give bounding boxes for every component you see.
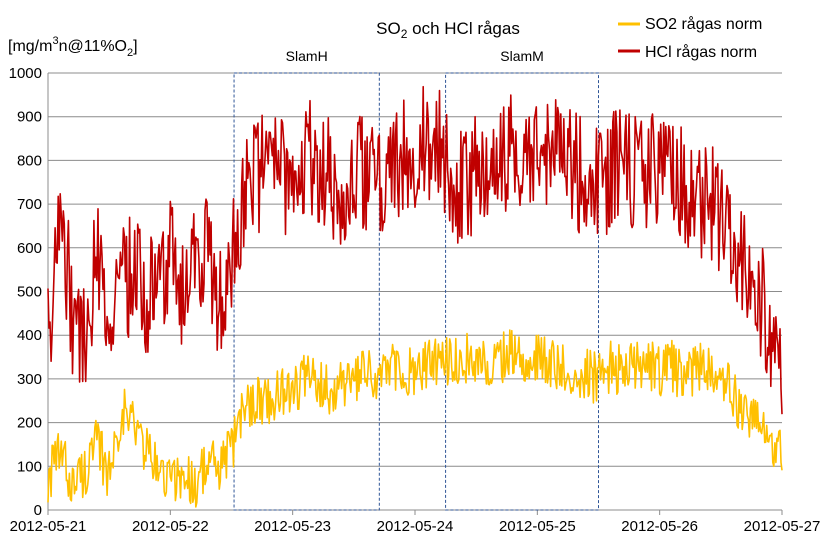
series-lines <box>47 85 783 508</box>
x-tick-label: 2012-05-25 <box>499 518 576 535</box>
y-tick-label: 1000 <box>9 65 42 82</box>
legend: SO2 rågas norm HCl rågas norm <box>618 15 762 61</box>
y-tick-label: 200 <box>17 415 42 432</box>
annotation-box <box>233 72 380 511</box>
annotation-label: SlamH <box>286 48 328 64</box>
legend-label-so2: SO2 rågas norm <box>645 15 762 33</box>
annotation-box <box>445 72 600 511</box>
y-tick-label: 800 <box>17 152 42 169</box>
x-tick-label: 2012-05-26 <box>621 518 698 535</box>
y-tick-label: 500 <box>17 284 42 301</box>
x-tick-label: 2012-05-27 <box>744 518 821 535</box>
y-tick-label: 700 <box>17 196 42 213</box>
x-tick-label: 2012-05-22 <box>132 518 209 535</box>
annotations: SlamH SlamM <box>233 48 600 511</box>
y-tick-label: 0 <box>34 502 42 519</box>
legend-label-hcl: HCl rågas norm <box>645 43 757 61</box>
gridlines <box>47 72 782 511</box>
y-axis-label: [mg/m3n@11%O2] <box>8 35 138 59</box>
series-line-hcl <box>47 85 783 415</box>
y-tick-label: 300 <box>17 371 42 388</box>
x-axis: 2012-05-21 2012-05-22 2012-05-23 2012-05-24… <box>10 510 821 535</box>
chart-title: SO2 och HCl rågas <box>376 19 520 41</box>
x-tick-label: 2012-05-24 <box>377 518 454 535</box>
x-tick-label: 2012-05-23 <box>254 518 331 535</box>
y-axis: 0 100 200 300 400 500 600 700 800 900 1000 <box>9 65 42 519</box>
annotation-label: SlamM <box>500 48 544 64</box>
y-tick-label: 600 <box>17 240 42 257</box>
x-tick-label: 2012-05-21 <box>10 518 87 535</box>
y-tick-label: 400 <box>17 327 42 344</box>
series-line-so2 <box>47 329 783 508</box>
y-tick-label: 900 <box>17 109 42 126</box>
y-tick-label: 100 <box>17 458 42 475</box>
